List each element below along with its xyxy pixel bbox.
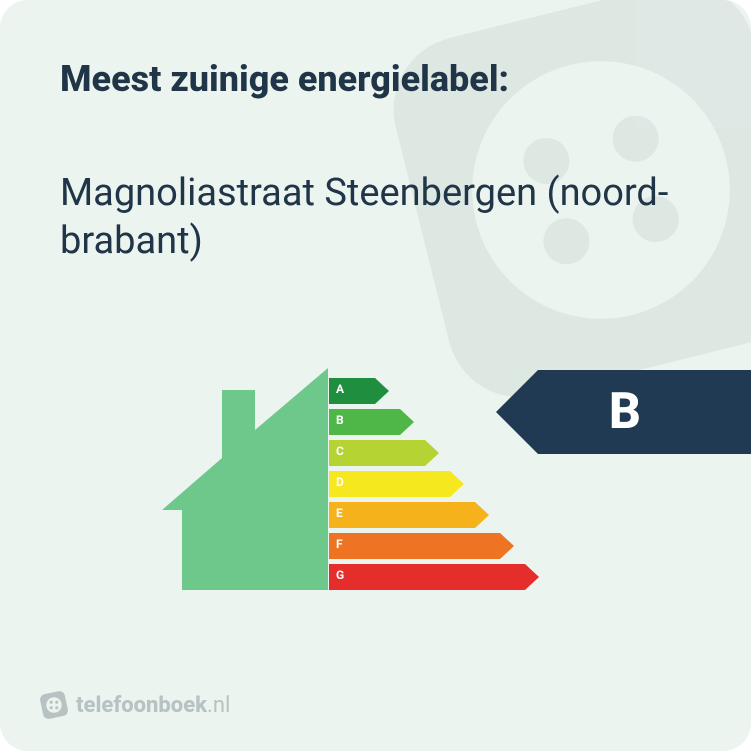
footer-brand-bold: telefoonboek (76, 693, 207, 718)
energy-bar-shape (329, 533, 514, 559)
energy-bar-shape (329, 502, 489, 528)
house-icon (140, 360, 328, 596)
energy-bar-label: B (336, 413, 344, 427)
footer-text: telefoonboek.nl (76, 693, 230, 718)
card-subtitle: Magnoliastraat Steenbergen (noord-braban… (60, 170, 691, 265)
footer-brand: telefoonboek.nl (40, 691, 230, 719)
energy-bar-shape (329, 471, 464, 497)
energy-bar-shape (329, 440, 439, 466)
footer-brand-tld: .nl (207, 693, 230, 718)
energy-bar-shape (329, 564, 539, 590)
energy-bar-label: C (336, 444, 344, 458)
energy-bar-label: E (336, 506, 343, 520)
energy-card: Meest zuinige energielabel: Magnoliastra… (0, 0, 751, 751)
energy-bar-label: A (336, 382, 344, 396)
energy-bar-label: F (336, 537, 343, 551)
footer-logo-icon (40, 691, 68, 719)
card-title: Meest zuinige energielabel: (60, 58, 509, 100)
energy-bar-label: D (336, 475, 344, 489)
energy-bar-label: G (336, 568, 344, 582)
rating-value: B (609, 383, 641, 441)
